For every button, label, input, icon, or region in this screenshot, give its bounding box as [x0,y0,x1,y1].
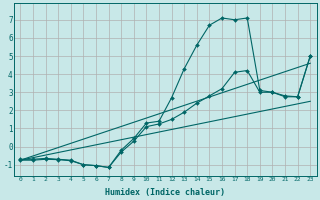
X-axis label: Humidex (Indice chaleur): Humidex (Indice chaleur) [105,188,225,197]
